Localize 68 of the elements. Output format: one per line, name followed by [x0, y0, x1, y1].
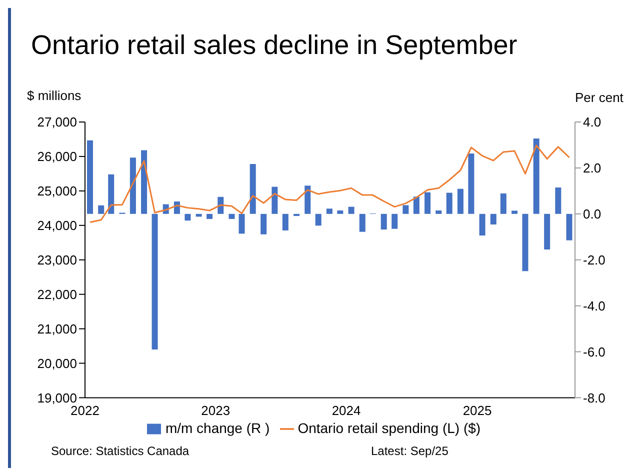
bar: [238, 214, 245, 234]
y2-tick-label: -6.0: [583, 344, 606, 360]
bar: [108, 174, 114, 214]
bar: [544, 214, 550, 250]
y2-axis-title: Per cent: [575, 90, 624, 105]
text: Latest: Sep/25: [371, 444, 448, 458]
y-tick-label: 20,000: [37, 356, 77, 371]
bar: [87, 140, 93, 214]
bar: [457, 188, 464, 214]
bar: [272, 186, 278, 214]
bar: [218, 196, 224, 214]
bar: [184, 214, 191, 221]
bar: [141, 150, 148, 214]
y-tick-label: 24,000: [37, 218, 77, 234]
bar: [479, 214, 486, 236]
legend-label: m/m change (R ): [165, 420, 270, 436]
bar: [380, 214, 387, 230]
line-series: [89, 144, 570, 224]
bar: [436, 210, 442, 214]
bar: [522, 214, 528, 272]
y-tick-label: 19,000: [37, 390, 77, 406]
y2-tick-label: 0.0: [583, 206, 602, 222]
bar: [282, 214, 288, 230]
y2-tick-label: -8.0: [583, 390, 606, 406]
x-tick-label: 2024: [332, 402, 361, 418]
bar: [130, 158, 136, 214]
bar: [337, 210, 344, 214]
y2-tick-label: -2.0: [583, 252, 606, 268]
source-note: Source: Statistics Canada: [51, 444, 190, 458]
bar: [566, 214, 572, 240]
bar: [206, 214, 213, 219]
chart-title: Ontario retail sales decline in September: [31, 30, 518, 61]
bar: [424, 192, 431, 214]
bar: [533, 138, 540, 214]
bar: [359, 214, 366, 232]
bar: [468, 153, 474, 214]
y-tick-label: 25,000: [37, 184, 77, 199]
bar: [152, 214, 158, 350]
y-tick-label: 26,000: [37, 149, 77, 164]
bar: [250, 164, 256, 214]
x-tick-label: 2023: [201, 402, 230, 418]
y-tick-label: 23,000: [37, 252, 77, 268]
bar: [392, 214, 398, 229]
y-axis-title: $ millions: [27, 88, 82, 103]
bar: [402, 205, 409, 214]
bar: [228, 214, 235, 219]
legend-label: Ontario retail spending (L) ($): [298, 420, 481, 436]
bar: [315, 214, 322, 226]
bar: [512, 210, 518, 214]
bar: [196, 214, 202, 217]
bar: [304, 186, 311, 214]
bar: [555, 187, 562, 214]
y2-tick-label: 2.0: [583, 160, 602, 176]
x-tick-label: 2022: [70, 402, 100, 418]
y-tick-label: 22,000: [37, 286, 77, 302]
bar: [490, 214, 496, 224]
bar: [260, 214, 267, 234]
y2-tick-label: -4.0: [583, 298, 606, 314]
bar: [500, 193, 506, 214]
bar: [446, 192, 452, 214]
bar: [348, 206, 354, 214]
y2-tick-label: 4.0: [583, 114, 602, 130]
bar: [413, 196, 420, 214]
y-tick-label: 21,000: [37, 321, 77, 336]
y-tick-label: 27,000: [37, 114, 77, 130]
x-tick-label: 2025: [462, 402, 492, 418]
bar: [98, 205, 104, 214]
bar: [326, 208, 332, 214]
